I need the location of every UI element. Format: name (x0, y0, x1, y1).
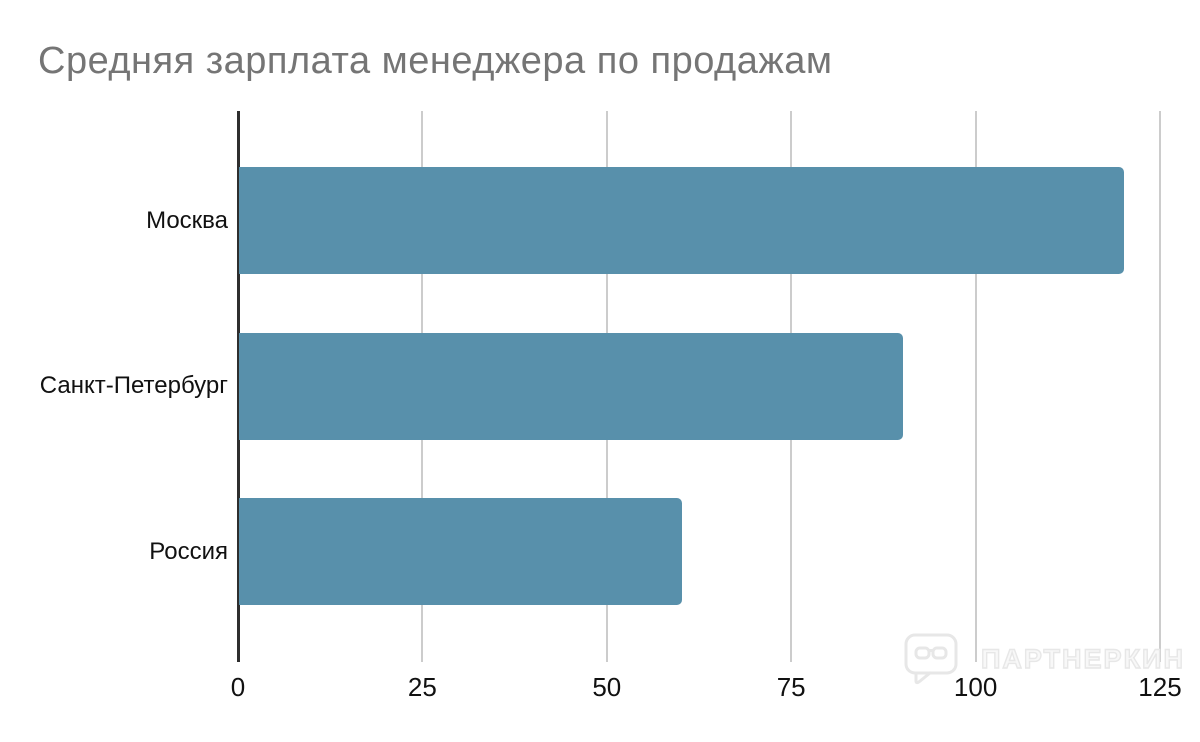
watermark: ПАРТНЕРКИН (903, 632, 1185, 686)
bar (239, 498, 682, 605)
gridline (974, 111, 977, 662)
speech-bubble-glasses-icon (904, 633, 958, 685)
x-tick-label: 0 (230, 672, 246, 702)
x-tick-label: 25 (407, 672, 437, 702)
bar (239, 167, 1125, 274)
chart-title: Средняя зарплата менеджера по продажам (38, 40, 833, 82)
x-axis-tick-labels: 0 25 50 75 100 125 (231, 672, 1182, 712)
x-tick-label: 50 (592, 672, 622, 702)
bar (239, 332, 903, 440)
x-tick-label: 125 (1138, 672, 1182, 702)
category-label: Россия (149, 537, 228, 565)
plot-area (237, 111, 1161, 662)
gridline (1159, 111, 1161, 662)
watermark-label: ПАРТНЕРКИН (980, 643, 1185, 674)
x-tick-label: 75 (776, 672, 806, 702)
y-axis-line (237, 111, 240, 662)
category-label: Санкт-Петербург (39, 372, 228, 399)
category-label: Москва (146, 206, 228, 234)
category-axis-labels: Москва Санкт-Петербург Россия (0, 111, 228, 662)
x-tick-label: 100 (953, 672, 998, 702)
